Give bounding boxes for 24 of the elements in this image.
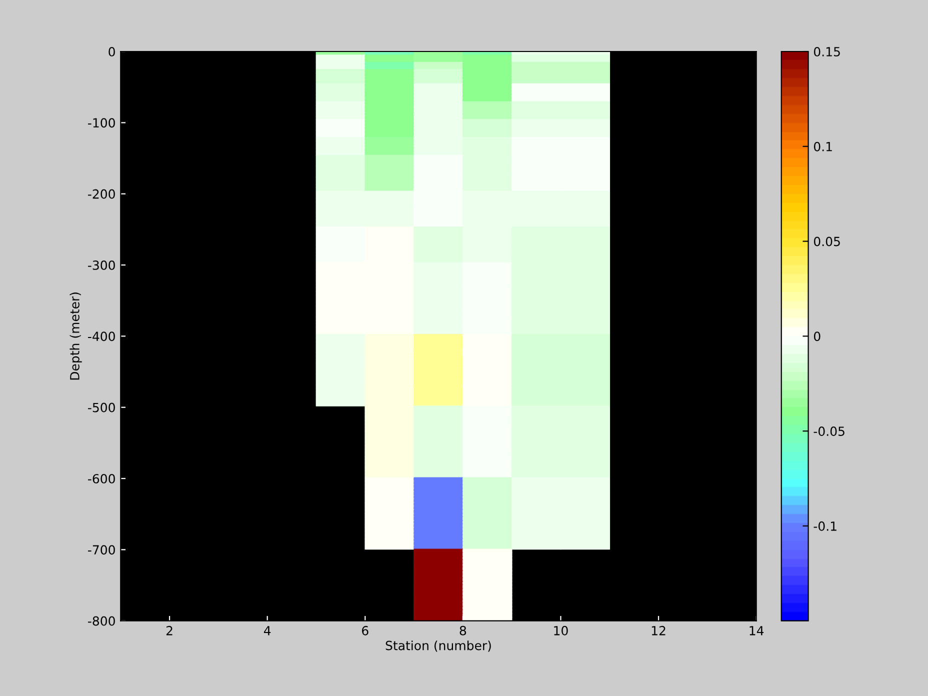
y-tick-label: -200 — [88, 189, 115, 199]
x-tick-label: 6 — [362, 626, 368, 636]
y-tick-label: -600 — [88, 474, 115, 484]
x-tick-label: 12 — [652, 626, 666, 636]
x-tick-label: 10 — [554, 626, 568, 636]
color-bar-label: -0.05 — [814, 426, 844, 436]
color-bar-label: 0.1 — [814, 142, 832, 152]
x-tick-label: 4 — [264, 626, 271, 636]
y-tick-label: 0 — [108, 46, 115, 56]
y-tick-label: -100 — [88, 118, 115, 128]
color-bar-label: 0.15 — [814, 46, 840, 56]
y-axis-title: Depth (meter) — [70, 292, 82, 380]
y-tick-label: -800 — [88, 616, 115, 626]
color-bar-label: 0 — [814, 332, 820, 342]
y-tick-label: -500 — [88, 402, 115, 412]
x-tick-label: 8 — [460, 626, 466, 636]
color-bar-label: 0.05 — [814, 236, 840, 246]
x-tick-label: 2 — [166, 626, 172, 636]
y-tick-label: -400 — [88, 332, 115, 342]
x-tick-label: 14 — [750, 626, 764, 636]
y-tick-label: -700 — [88, 545, 115, 555]
y-tick-label: -300 — [88, 260, 115, 270]
x-axis-title: Station (number) — [386, 640, 491, 652]
color-bar-label: -0.1 — [814, 521, 836, 531]
